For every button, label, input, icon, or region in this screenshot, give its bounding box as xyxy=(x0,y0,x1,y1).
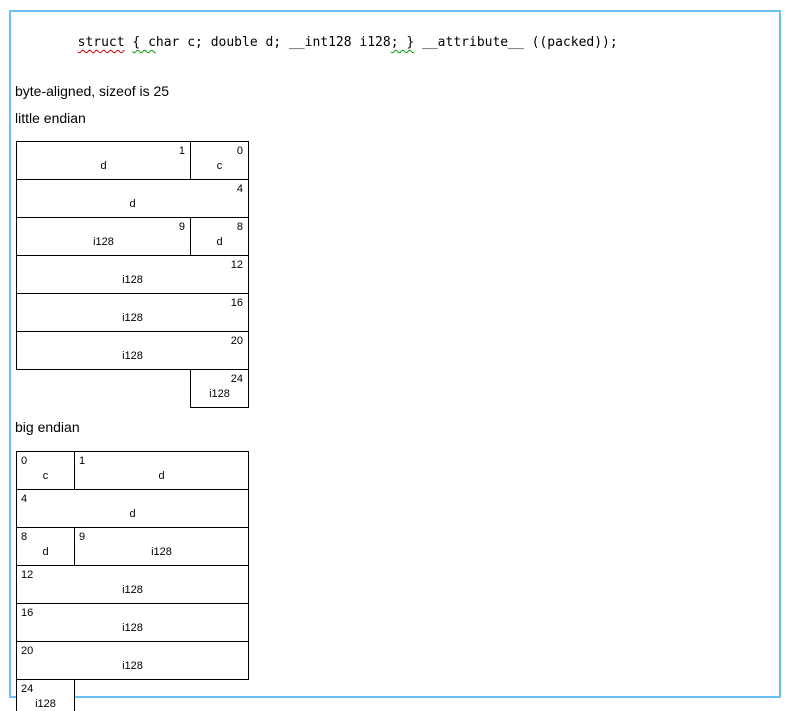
field-cell-i128: 16 i128 xyxy=(16,293,249,332)
byte-offset: 0 xyxy=(21,455,28,467)
byte-row-8: 9 i128 8 d xyxy=(16,217,249,256)
field-label: c xyxy=(216,160,223,172)
field-label: c xyxy=(42,470,49,482)
code-token-members: har c; double d; __int128 i128 xyxy=(155,35,391,50)
byte-row-24: 24 i128 xyxy=(16,369,249,408)
field-cell-i128: 20 i128 xyxy=(16,331,249,370)
field-label: d xyxy=(216,236,223,248)
byte-offset: 20 xyxy=(230,335,243,347)
byte-offset: 24 xyxy=(230,373,243,385)
field-cell-c: 0 c xyxy=(190,141,249,180)
field-cell-i128: 12 i128 xyxy=(16,565,249,604)
field-cell-d: 4 d xyxy=(16,489,249,528)
little-endian-table: 1 d 0 c 4 d 9 xyxy=(16,141,249,408)
byte-offset: 24 xyxy=(21,683,34,695)
field-label: i128 xyxy=(122,312,143,324)
byte-row-20: 20 i128 xyxy=(16,641,249,680)
field-cell-i128: 20 i128 xyxy=(16,641,249,680)
byte-offset: 20 xyxy=(21,645,34,657)
byte-row-4: 4 d xyxy=(16,179,249,218)
byte-offset: 4 xyxy=(21,493,28,505)
field-cell-d: 8 d xyxy=(16,527,75,566)
code-token-open-brace: { c xyxy=(132,35,156,50)
byte-offset: 1 xyxy=(178,145,185,157)
field-cell-d: 1 d xyxy=(16,141,191,180)
byte-offset: 4 xyxy=(236,183,243,195)
field-cell-d: 4 d xyxy=(16,179,249,218)
byte-row-20: 20 i128 xyxy=(16,331,249,370)
field-label: i128 xyxy=(122,660,143,672)
code-token-struct: struct xyxy=(77,35,125,50)
byte-offset: 9 xyxy=(178,221,185,233)
field-label: i128 xyxy=(122,584,143,596)
field-cell-i128: 16 i128 xyxy=(16,603,249,642)
byte-row-24: 24 i128 xyxy=(16,679,249,711)
field-label: i128 xyxy=(151,546,172,558)
page-frame: struct { char c; double d; __int128 i128… xyxy=(9,10,781,711)
big-endian-heading: big endian xyxy=(15,419,80,435)
field-label: i128 xyxy=(122,622,143,634)
field-label: d xyxy=(129,198,136,210)
field-label: i128 xyxy=(93,236,114,248)
byte-row-12: 12 i128 xyxy=(16,255,249,294)
field-cell-i128: 24 i128 xyxy=(16,679,75,711)
byte-row-16: 16 i128 xyxy=(16,603,249,642)
byte-offset: 16 xyxy=(230,297,243,309)
byte-offset: 1 xyxy=(79,455,86,467)
field-cell-c: 0 c xyxy=(16,451,75,490)
byte-row-4: 4 d xyxy=(16,489,249,528)
little-endian-heading: little endian xyxy=(15,110,86,126)
byte-offset: 8 xyxy=(21,531,28,543)
byte-row-8: 8 d 9 i128 xyxy=(16,527,249,566)
field-cell-i128: 12 i128 xyxy=(16,255,249,294)
field-label: d xyxy=(100,160,107,172)
code-token-close-brace: ; } xyxy=(390,35,415,50)
field-cell-i128: 24 i128 xyxy=(190,369,249,408)
byte-offset: 8 xyxy=(236,221,243,233)
field-label: i128 xyxy=(122,350,143,362)
field-label: i128 xyxy=(209,388,230,400)
field-cell-d: 1 d xyxy=(74,451,249,490)
big-endian-table: 0 c 1 d 4 d 8 xyxy=(16,451,249,711)
byte-offset: 0 xyxy=(236,145,243,157)
byte-row-0: 0 c 1 d xyxy=(16,451,249,490)
byte-offset: 12 xyxy=(230,259,243,271)
byte-row-16: 16 i128 xyxy=(16,293,249,332)
byte-offset: 12 xyxy=(21,569,34,581)
field-cell-i128: 9 i128 xyxy=(16,217,191,256)
field-label: i128 xyxy=(122,274,143,286)
field-cell-i128: 9 i128 xyxy=(74,527,249,566)
byte-offset: 9 xyxy=(79,531,86,543)
field-cell-d: 8 d xyxy=(190,217,249,256)
byte-row-12: 12 i128 xyxy=(16,565,249,604)
sizeof-note: byte-aligned, sizeof is 25 xyxy=(15,83,170,99)
field-label: d xyxy=(42,546,49,558)
byte-offset: 16 xyxy=(21,607,34,619)
content-area: struct { char c; double d; __int128 i128… xyxy=(11,12,779,711)
field-label: d xyxy=(158,470,165,482)
field-label: i128 xyxy=(35,698,56,710)
byte-row-0: 1 d 0 c xyxy=(16,141,249,180)
struct-declaration: struct { char c; double d; __int128 i128… xyxy=(15,16,779,70)
field-label: d xyxy=(129,508,136,520)
code-token-attribute: __attribute__ ((packed)); xyxy=(414,35,618,50)
